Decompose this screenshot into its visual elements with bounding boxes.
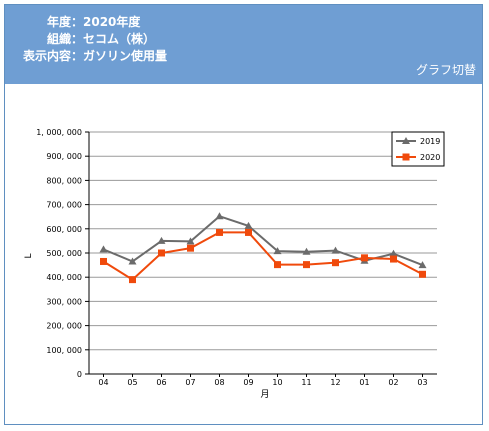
point-2019 (331, 246, 340, 254)
chart-area: 0 100, 000 200, 000 300, 000 400, 000 500, 00… (5, 84, 482, 424)
x-tick-label: 09 (243, 378, 253, 387)
header-row-content: 表示内容：ガソリン使用量 (5, 48, 167, 64)
point-2020 (158, 249, 165, 257)
point-2019 (418, 261, 427, 269)
org-label: 組織 (46, 32, 71, 46)
legend-label-2019: 2019 (420, 137, 440, 146)
point-2019 (128, 257, 137, 265)
year-label: 年度 (46, 15, 71, 29)
report-header: 年度：2020年度 組織：セコム（株） 表示内容：ガソリン使用量 グラフ切替 (5, 5, 482, 84)
x-tick-label: 06 (156, 378, 166, 387)
line-chart: 0 100, 000 200, 000 300, 000 400, 000 500, 00… (24, 128, 445, 400)
point-2020 (274, 261, 281, 269)
y-tick-label: 800, 000 (46, 176, 82, 185)
legend-label-2020: 2020 (420, 153, 440, 162)
point-2020 (245, 228, 252, 236)
y-tick-label: 500, 000 (46, 249, 82, 258)
report-frame: 年度：2020年度 組織：セコム（株） 表示内容：ガソリン使用量 グラフ切替 0… (4, 4, 483, 425)
x-tick-label: 11 (301, 378, 311, 387)
point-2020 (303, 261, 310, 269)
x-tick-label: 04 (98, 378, 108, 387)
point-2019 (157, 236, 166, 244)
x-tick-label: 05 (127, 378, 137, 387)
point-2019 (302, 247, 311, 255)
graph-switch-button[interactable]: グラフ切替 (415, 63, 476, 77)
point-2019 (215, 212, 224, 220)
y-tick-label: 300, 000 (46, 297, 82, 306)
y-axis-label: L (24, 253, 34, 258)
x-tick-label: 10 (272, 378, 282, 387)
point-2019 (186, 237, 195, 245)
point-2020 (187, 244, 194, 252)
x-tick-label: 03 (417, 378, 427, 387)
point-2020 (216, 228, 223, 236)
y-tick-label: 100, 000 (46, 346, 82, 355)
legend-marker-2020 (402, 153, 410, 161)
header-row-org: 組織：セコム（株） (5, 31, 155, 47)
x-axis-label: 月 (260, 389, 269, 400)
header-row-year: 年度：2020年度 (5, 14, 140, 30)
legend-marker-2019 (402, 137, 410, 144)
point-2019 (389, 249, 398, 257)
y-tick-label: 1, 000, 000 (36, 128, 82, 137)
point-2020 (129, 276, 136, 284)
x-tick-label: 07 (185, 378, 195, 387)
y-tick-label: 600, 000 (46, 225, 82, 234)
point-2020 (100, 257, 107, 265)
y-tick-label: 200, 000 (46, 322, 82, 331)
series-line-2020 (102, 231, 423, 281)
point-2019 (273, 247, 282, 255)
y-tick-label: 400, 000 (46, 273, 82, 282)
y-tick-label: 0 (77, 370, 82, 379)
x-tick-label: 08 (214, 378, 224, 387)
content-value: ガソリン使用量 (83, 49, 168, 63)
point-2019 (99, 245, 108, 253)
point-2020 (419, 270, 426, 278)
year-value: 2020年度 (83, 15, 141, 29)
org-value: セコム（株） (83, 32, 156, 46)
x-tick-label: 02 (388, 378, 398, 387)
point-2019 (244, 221, 253, 229)
point-2020 (390, 255, 397, 263)
point-2020 (332, 259, 339, 267)
y-tick-label: 900, 000 (46, 152, 82, 161)
x-tick-label: 01 (359, 378, 369, 387)
y-tick-label: 700, 000 (46, 201, 82, 210)
point-2020 (361, 254, 368, 262)
content-label: 表示内容 (22, 49, 71, 63)
legend (391, 131, 445, 167)
x-tick-label: 12 (330, 378, 340, 387)
series-line-2019 (103, 215, 423, 267)
